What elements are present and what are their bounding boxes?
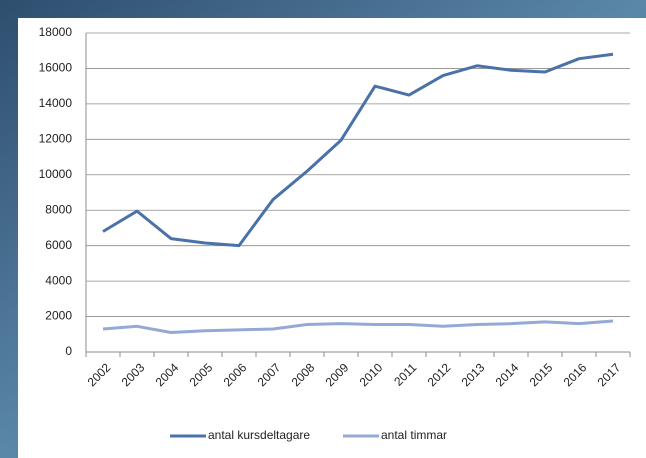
y-tick-label: 12000 [39,132,73,146]
y-tick-label: 16000 [39,61,73,75]
y-tick-label: 2000 [45,309,72,323]
chart-panel [18,18,646,458]
y-tick-label: 14000 [39,96,73,110]
legend-label: antal kursdeltagare [208,428,310,442]
y-tick-label: 4000 [45,273,72,287]
chart: 0 2000 4000 6000 8000 10000 12000 14000 16000 180… [0,0,646,458]
y-tick-label: 18000 [39,25,73,39]
y-tick-label: 10000 [39,167,73,181]
legend-label: antal timmar [381,428,447,442]
y-tick-label: 6000 [45,238,72,252]
y-tick-label: 8000 [45,202,72,216]
y-tick-label: 0 [65,344,72,358]
